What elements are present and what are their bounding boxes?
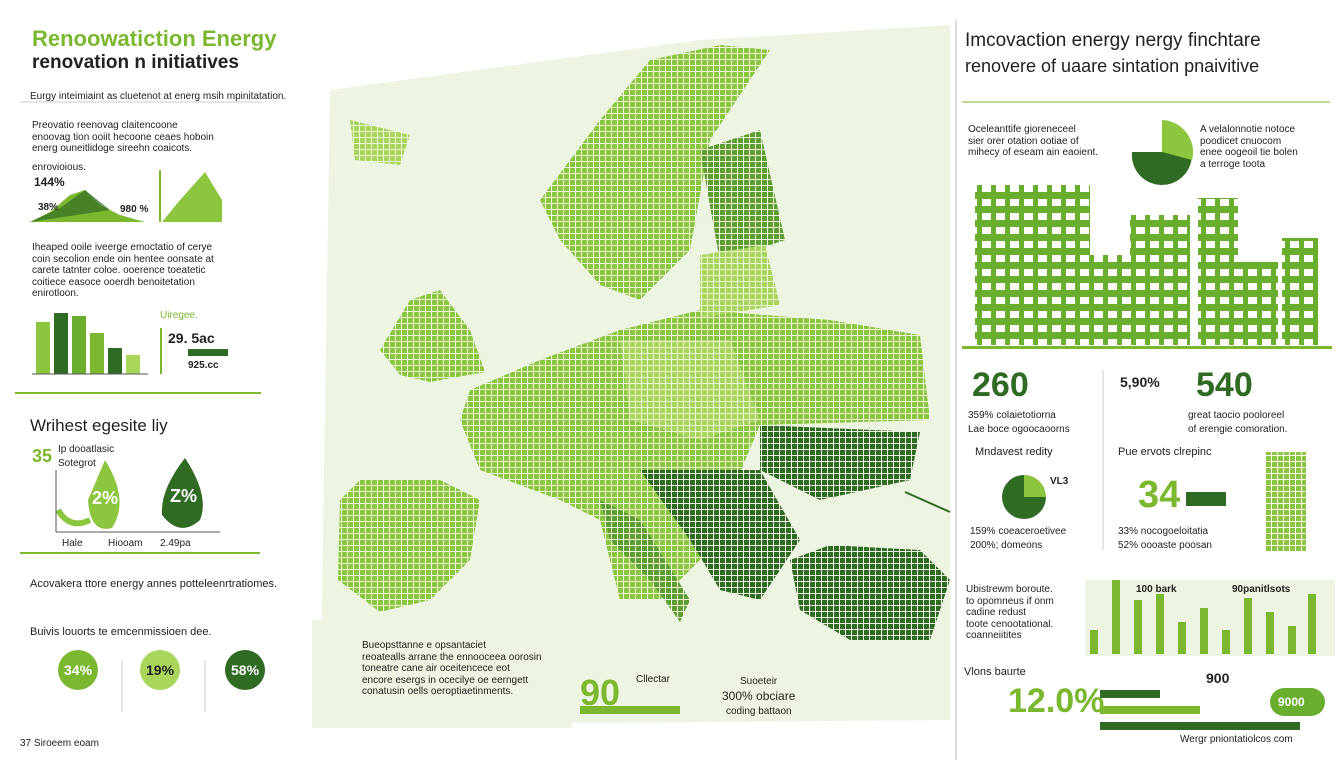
text: Preovatio reenovag claitencoone: [32, 120, 178, 131]
title: Renoowatiction Energy: [32, 26, 277, 51]
label: coding battaon: [726, 706, 792, 717]
legend: Ip dooatlasic: [58, 444, 115, 455]
text: 159% coeaceroetivee: [970, 526, 1067, 537]
paragraph: Iheaped ooile iveerge emoctatio of cerye…: [32, 242, 214, 300]
text: coitiece easoce ooerdh benoitetation: [32, 276, 195, 288]
text: enoovag tion ooiit hecoone ceaes hoboin: [32, 131, 214, 143]
label: 2.49pa: [160, 538, 191, 549]
stat: 9000: [1278, 695, 1305, 709]
text: 33% nocogoeloitatia: [1118, 526, 1209, 537]
label: Cllectar: [636, 674, 670, 685]
stat: 38%: [38, 202, 59, 213]
text: reoatealls arrane the ennooceea oorosin: [362, 651, 542, 663]
text: 52% oooaste poosan: [1118, 540, 1212, 551]
stat: 540: [1196, 366, 1253, 404]
stat: 900: [1206, 670, 1230, 686]
stat: 34%: [64, 662, 93, 678]
title: renovation n initiatives: [32, 52, 239, 73]
text: Ubistrewm boroute.: [966, 584, 1053, 595]
text: carete tatnter coloe. ooerence toeatetic: [32, 265, 206, 276]
stat: 980 %: [120, 204, 149, 215]
heading: Buivis louorts te emcenmissioen dee.: [30, 626, 212, 638]
stat: Z%: [170, 486, 197, 506]
stat: 925.cc: [188, 360, 219, 371]
text: cadine redust: [966, 607, 1027, 618]
text: mihecy of eseam ain eaoient.: [968, 147, 1099, 158]
label: VL3: [1050, 476, 1069, 487]
label: 90panitlsots: [1232, 584, 1291, 595]
stat: 58%: [231, 662, 260, 678]
stat: 29. 5ac: [168, 330, 215, 346]
intro: Preovatio reenovag claitencoone enoovag …: [32, 120, 214, 155]
text: poodicet cnuocom: [1200, 135, 1282, 147]
stat: 144%: [34, 175, 65, 189]
heading: Wrihest egesite liy: [30, 416, 168, 435]
text: conatusin oells oeroptiaetinments.: [362, 686, 514, 697]
text: to opomneus if onm: [966, 595, 1054, 607]
text: enirotloon.: [32, 288, 79, 299]
stat: 260: [972, 366, 1029, 404]
text: energ ouneitlidoge sireehn coaicots.: [32, 143, 193, 154]
text: A velalonnotie notoce: [1200, 124, 1296, 135]
legend: Sotegrot: [58, 458, 96, 469]
note: Bueopsttanne e opsantaciet reoatealls ar…: [362, 640, 542, 698]
text: Bueopsttanne e opsantaciet: [362, 640, 486, 651]
text: coin secolion ende oin hentee oonsate at: [32, 253, 214, 265]
text: Oceleanttife gioreneceel: [968, 124, 1076, 135]
text: of erengie comoration.: [1188, 424, 1288, 435]
label: Hiooam: [108, 538, 143, 549]
stat: 34: [1138, 474, 1181, 516]
subtitle: Eurgy inteimiaint as cluetenot at energ …: [30, 91, 287, 102]
footer: 37 Siroeem eoam: [20, 738, 99, 749]
label: enrovioious.: [32, 162, 86, 173]
stat: 2%: [92, 488, 119, 508]
pie-note: A velalonnotie notoce poodicet cnuocom e…: [1200, 124, 1298, 170]
footer: Wergr pniontatiolcos com: [1180, 734, 1293, 745]
text: a terroge toota: [1200, 158, 1266, 170]
map: [320, 25, 951, 725]
text: toote cenootational.: [966, 618, 1054, 630]
text: encore esergs in ocecilye oe eerngett: [362, 674, 529, 686]
stat: 12.0%: [1008, 682, 1105, 720]
stat: 300% obciare: [722, 689, 796, 703]
label: Suoeteir: [740, 676, 778, 687]
heading: Mndavest redity: [975, 446, 1053, 458]
text: 359% colaietotiorna: [968, 410, 1056, 421]
label: 100 bark: [1136, 584, 1177, 595]
title: renovere of uaare sintation pnaivitive: [965, 56, 1260, 76]
decorations: [15, 20, 1335, 760]
text: enee oogeoil tie bolen: [1200, 147, 1298, 158]
text: 200%; domeons: [970, 540, 1043, 551]
stat: 5,90%: [1120, 374, 1160, 390]
text: Iheaped ooile iveerge emoctatio of cerye: [32, 242, 213, 253]
heading: Pue ervots clrepinc: [1118, 446, 1212, 458]
label: Uiregee.: [160, 310, 198, 321]
stat: 19%: [146, 662, 175, 678]
heading: Acovakera ttore energy annes potteleenrt…: [30, 578, 278, 590]
title: Imcovaction energy nergy finchtare: [965, 30, 1261, 51]
stat: 90: [580, 672, 621, 713]
stat: 35: [32, 446, 53, 466]
text: Lae boce ogoocaoorns: [968, 424, 1070, 435]
heading: Vlons baurte: [964, 666, 1026, 678]
label: Hale: [62, 538, 83, 549]
text: coanneiitites: [966, 630, 1022, 641]
text: great taocio pooloreel: [1188, 410, 1285, 421]
list: Ubistrewm boroute. to opomneus if onm ca…: [966, 584, 1054, 642]
intro: Oceleanttife gioreneceel sier orer otati…: [968, 124, 1098, 159]
text: sier orer otation ootiae of: [968, 135, 1079, 147]
text: toneatre cane air oceitencece eot: [362, 663, 510, 674]
